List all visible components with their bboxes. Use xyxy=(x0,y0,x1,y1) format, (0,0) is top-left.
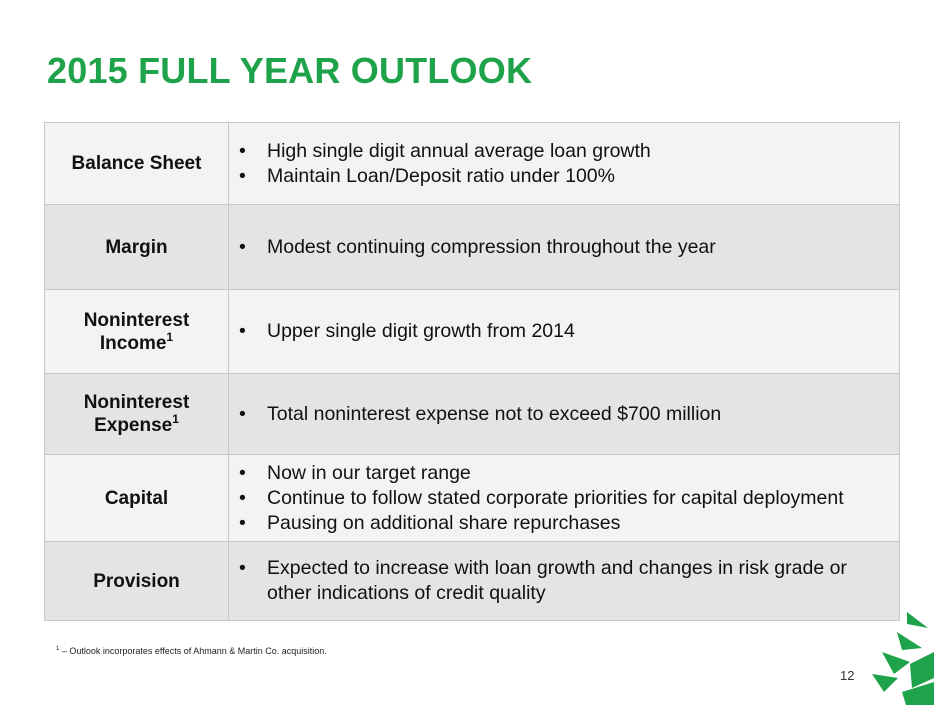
row-content: • Total noninterest expense not to exceed… xyxy=(228,373,900,455)
bullet-item: • Continue to follow stated corporate pri… xyxy=(239,486,844,509)
bullet-item: • Maintain Loan/Deposit ratio under 100% xyxy=(239,164,615,187)
bullet-item: • Expected to increase with loan growth a… xyxy=(239,557,847,604)
row-content: • Expected to increase with loan growth a… xyxy=(228,541,900,621)
row-label: Margin xyxy=(44,204,229,290)
bullet-item: • Upper single digit growth from 2014 xyxy=(239,320,575,342)
outlook-table: Balance Sheet • High single digit annual … xyxy=(44,122,900,621)
bullet-item: • High single digit annual average loan g… xyxy=(239,139,651,162)
bullet-item: • Pausing on additional share repurchases xyxy=(239,511,621,534)
table-row-noninterest-income: Noninterest Income1 • Upper single digit … xyxy=(44,289,900,374)
bullet-item: • Total noninterest expense not to exceed… xyxy=(239,402,722,425)
row-label: Balance Sheet xyxy=(44,122,229,205)
table-row-capital: Capital • Now in our target range • Contin… xyxy=(44,454,900,542)
row-content: • High single digit annual average loan g… xyxy=(228,122,900,205)
row-content: • Modest continuing compression throughou… xyxy=(228,204,900,290)
row-content: • Upper single digit growth from 2014 xyxy=(228,289,900,374)
row-label: Capital xyxy=(44,454,229,542)
tree-logo-icon xyxy=(872,612,934,705)
page-title: 2015 FULL YEAR OUTLOOK xyxy=(47,50,533,91)
table-row-margin: Margin • Modest continuing compression th… xyxy=(44,204,900,290)
bullet-item: • Modest continuing compression throughou… xyxy=(239,235,716,258)
row-label: Noninterest Expense1 xyxy=(44,373,229,455)
footnote: 1 – Outlook incorporates effects of Ahma… xyxy=(56,646,327,656)
table-row-provision: Provision • Expected to increase with loa… xyxy=(44,541,900,621)
table-row-noninterest-expense: Noninterest Expense1 • Total noninterest … xyxy=(44,373,900,455)
row-content: • Now in our target range • Continue to fo… xyxy=(228,454,900,542)
row-label: Provision xyxy=(44,541,229,621)
bullet-item: • Now in our target range xyxy=(239,461,471,484)
page-number: 12 xyxy=(840,668,855,683)
row-label: Noninterest Income1 xyxy=(44,289,229,374)
table-row-balance-sheet: Balance Sheet • High single digit annual … xyxy=(44,122,900,205)
